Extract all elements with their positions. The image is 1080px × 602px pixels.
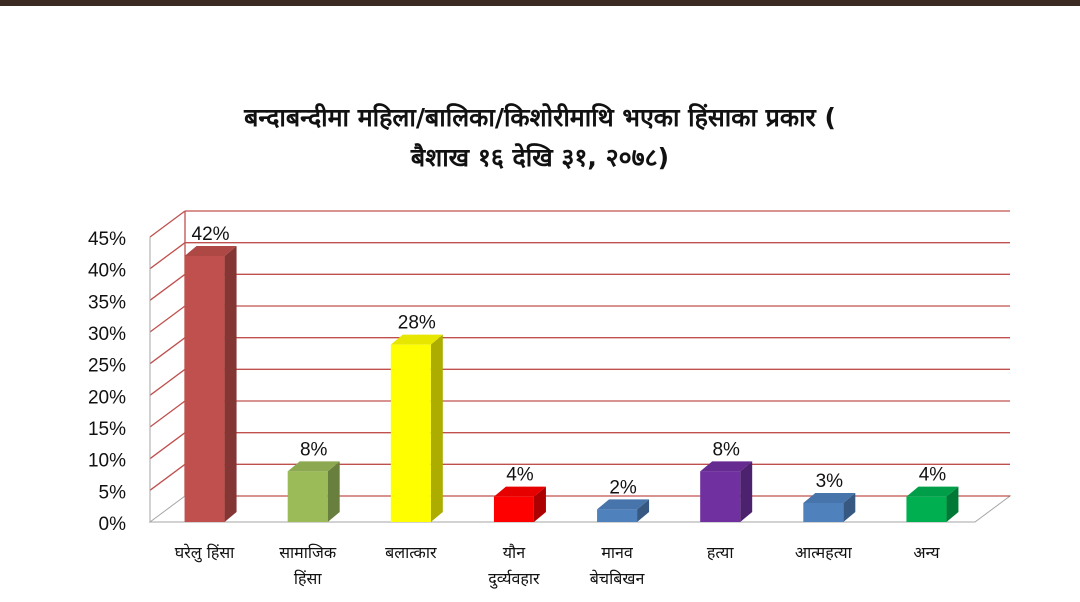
- x-tick-label: दुर्व्यवहार: [488, 569, 540, 589]
- data-label: 3%: [816, 471, 844, 492]
- data-label: 8%: [300, 439, 328, 460]
- y-tick-label: 25%: [88, 356, 126, 377]
- gridline-left-wall: [149, 242, 186, 270]
- y-tick-label: 30%: [88, 324, 126, 345]
- x-tick-label: हिंसा: [294, 569, 322, 588]
- x-tick-label: आत्महत्या: [795, 543, 853, 562]
- bar-side: [533, 486, 546, 522]
- bar-side: [740, 461, 753, 522]
- bar-top: [390, 334, 443, 345]
- data-label: 8%: [712, 439, 740, 460]
- top-image-strip: [0, 0, 1080, 6]
- bar-top: [184, 246, 237, 256]
- gridline-left-wall: [149, 400, 186, 428]
- bar-side: [946, 486, 959, 522]
- bar: [597, 509, 638, 522]
- chart-title-line-2: बैशाख १६ देखि ३१, २०७८): [410, 143, 670, 172]
- bar-side: [327, 461, 340, 522]
- x-tick-label: सामाजिक: [279, 543, 337, 562]
- bar-top: [906, 486, 959, 497]
- gridline-left-wall: [149, 337, 186, 365]
- bar-side: [637, 499, 650, 522]
- gridline-left-wall: [149, 273, 186, 301]
- gridline-left-wall: [149, 463, 186, 491]
- gridline-left-wall: [149, 210, 186, 238]
- y-tick-label: 15%: [88, 419, 126, 440]
- gridline-left-wall: [149, 368, 186, 396]
- data-label: 4%: [919, 465, 947, 486]
- x-tick-label: घरेलु हिंसा: [175, 543, 235, 563]
- x-tick-label: मानव: [601, 543, 634, 562]
- y-tick-label: 35%: [88, 292, 126, 313]
- bar-side: [430, 334, 443, 522]
- bar-top: [597, 499, 650, 510]
- gridline-left-wall: [149, 432, 186, 460]
- x-tick-label: अन्य: [913, 543, 940, 562]
- y-tick-label: 0%: [99, 514, 127, 535]
- data-label: 28%: [398, 313, 436, 334]
- chart-title-line-1: बन्दाबन्दीमा महिला/बालिका/किशोरीमाथि भएक…: [244, 103, 836, 132]
- y-tick-label: 10%: [88, 451, 126, 472]
- bar: [493, 496, 534, 522]
- x-tick-label: यौन: [503, 543, 526, 562]
- bar-side: [224, 246, 237, 522]
- y-tick-label: 45%: [88, 229, 126, 250]
- bar-top: [493, 486, 546, 497]
- bar-top: [700, 461, 753, 472]
- y-tick-label: 40%: [88, 261, 126, 282]
- bar-side: [843, 493, 856, 522]
- y-tick-label: 20%: [88, 387, 126, 408]
- chart-title: बन्दाबन्दीमा महिला/बालिका/किशोरीमाथि भएक…: [60, 98, 1020, 178]
- data-label: 4%: [506, 465, 534, 486]
- x-tick-label: बेचबिखन: [590, 569, 646, 588]
- gridline-left-wall: [149, 305, 186, 333]
- x-tick-label: हत्या: [707, 543, 734, 562]
- bar: [906, 496, 947, 522]
- bar-top: [803, 493, 856, 503]
- bar-top: [287, 461, 340, 472]
- data-label: 42%: [192, 224, 230, 245]
- bar: [287, 471, 328, 522]
- x-tick-label: बलात्कार: [385, 543, 437, 562]
- bar: [184, 256, 225, 522]
- y-tick-label: 5%: [99, 482, 127, 503]
- bar: [700, 471, 741, 522]
- bar: [803, 503, 844, 522]
- bar: [390, 344, 431, 522]
- chart-floor: [148, 495, 1012, 523]
- data-label: 2%: [609, 477, 637, 498]
